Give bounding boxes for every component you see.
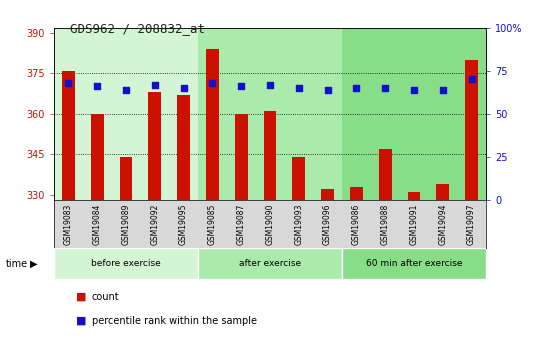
Bar <box>91 114 104 200</box>
Point <box>438 87 447 92</box>
Bar <box>54 248 198 279</box>
Point <box>64 80 73 86</box>
Text: GSM19097: GSM19097 <box>467 204 476 245</box>
Text: GSM19088: GSM19088 <box>381 204 390 245</box>
Text: ▶: ▶ <box>30 259 37 269</box>
Text: GSM19093: GSM19093 <box>294 204 303 245</box>
Bar <box>62 71 75 200</box>
Text: 60 min after exercise: 60 min after exercise <box>366 259 462 268</box>
Bar <box>235 114 248 200</box>
Bar <box>177 95 190 200</box>
Text: ■: ■ <box>76 292 86 302</box>
Bar <box>292 157 305 200</box>
Text: GSM19091: GSM19091 <box>409 204 418 245</box>
Bar <box>321 189 334 200</box>
Point <box>237 83 246 89</box>
Point <box>294 85 303 91</box>
Text: time: time <box>5 259 28 269</box>
Text: GSM19084: GSM19084 <box>93 204 102 245</box>
Bar <box>148 92 161 200</box>
Point <box>266 82 274 87</box>
Text: GSM19083: GSM19083 <box>64 204 73 245</box>
Point <box>122 87 130 92</box>
Bar <box>54 28 198 200</box>
Bar <box>342 248 486 279</box>
Text: after exercise: after exercise <box>239 259 301 268</box>
Text: before exercise: before exercise <box>91 259 161 268</box>
Text: ■: ■ <box>76 316 86 326</box>
Bar <box>198 28 342 200</box>
Point <box>410 87 418 92</box>
Text: GSM19085: GSM19085 <box>208 204 217 245</box>
Text: GSM19092: GSM19092 <box>150 204 159 245</box>
Bar <box>264 111 276 200</box>
Bar <box>206 49 219 200</box>
Bar <box>198 248 342 279</box>
Point <box>179 85 188 91</box>
Text: count: count <box>92 292 119 302</box>
Text: GSM19087: GSM19087 <box>237 204 246 245</box>
Bar <box>119 157 132 200</box>
Point <box>352 85 361 91</box>
Text: GSM19096: GSM19096 <box>323 204 332 245</box>
Point <box>151 82 159 87</box>
Bar <box>379 149 392 200</box>
Point <box>208 80 217 86</box>
Point <box>93 83 102 89</box>
Text: GSM19086: GSM19086 <box>352 204 361 245</box>
Bar <box>465 60 478 200</box>
Bar <box>436 184 449 200</box>
Bar <box>408 192 421 200</box>
Text: GSM19095: GSM19095 <box>179 204 188 245</box>
Point <box>381 85 389 91</box>
Text: GDS962 / 208832_at: GDS962 / 208832_at <box>70 22 205 36</box>
Point <box>323 87 332 92</box>
Text: GSM19090: GSM19090 <box>266 204 274 245</box>
Point <box>467 77 476 82</box>
Bar <box>342 28 486 200</box>
Text: percentile rank within the sample: percentile rank within the sample <box>92 316 257 326</box>
Text: GSM19094: GSM19094 <box>438 204 447 245</box>
Bar <box>350 187 363 200</box>
Text: GSM19089: GSM19089 <box>122 204 131 245</box>
